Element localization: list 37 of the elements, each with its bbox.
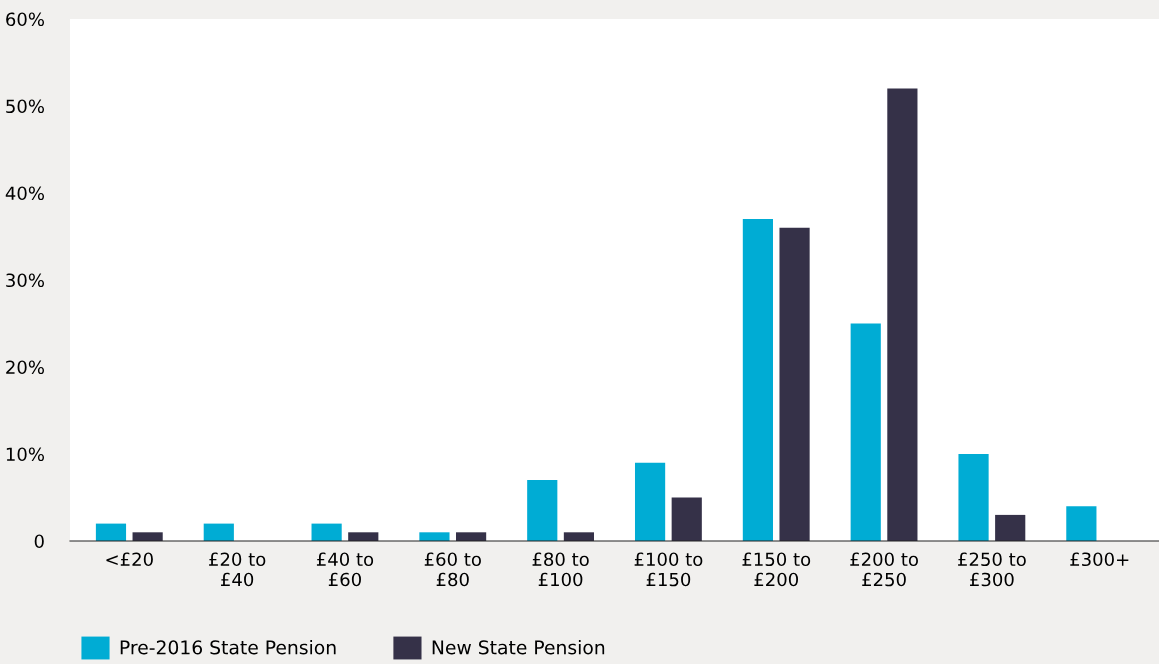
y-tick-label: 60% bbox=[6, 12, 44, 27]
bar bbox=[742, 219, 773, 541]
x-tick-label: £40 to £60 bbox=[316, 552, 374, 587]
y-tick-label: 0 bbox=[34, 534, 44, 549]
y-tick-label: 30% bbox=[6, 273, 44, 288]
bar bbox=[132, 532, 163, 541]
bar bbox=[563, 532, 595, 541]
x-tick-label: £200 to £250 bbox=[850, 552, 918, 587]
bar bbox=[419, 532, 450, 541]
bar bbox=[1066, 506, 1097, 541]
bar bbox=[456, 532, 487, 541]
bar bbox=[95, 523, 127, 541]
bar bbox=[671, 497, 702, 541]
bar bbox=[958, 454, 989, 541]
y-tick-label: 20% bbox=[6, 360, 44, 375]
x-tick-label: <£20 bbox=[106, 552, 153, 567]
x-tick-label: £100 to £150 bbox=[634, 552, 703, 587]
y-tick-label: 50% bbox=[6, 99, 44, 114]
bar bbox=[311, 523, 342, 541]
bar bbox=[634, 462, 666, 541]
legend-label: New State Pension bbox=[432, 639, 605, 655]
x-tick-label: £300+ bbox=[1070, 552, 1129, 567]
x-tick-label: £250 to £300 bbox=[958, 552, 1026, 587]
bar bbox=[995, 514, 1026, 541]
bar bbox=[887, 88, 918, 541]
x-tick-label: £20 to £40 bbox=[209, 552, 266, 587]
y-tick-label: 40% bbox=[5, 186, 44, 201]
bar bbox=[779, 227, 810, 541]
y-tick-label: 10% bbox=[6, 447, 44, 462]
bar bbox=[203, 523, 234, 541]
x-tick-label: £60 to £80 bbox=[424, 552, 481, 587]
x-tick-label: £150 to £200 bbox=[742, 552, 811, 587]
bar bbox=[348, 532, 379, 541]
bar bbox=[527, 480, 558, 541]
x-tick-label: £80 to £100 bbox=[532, 552, 589, 587]
legend-label: Pre-2016 State Pension bbox=[120, 639, 336, 655]
bar bbox=[850, 323, 881, 541]
